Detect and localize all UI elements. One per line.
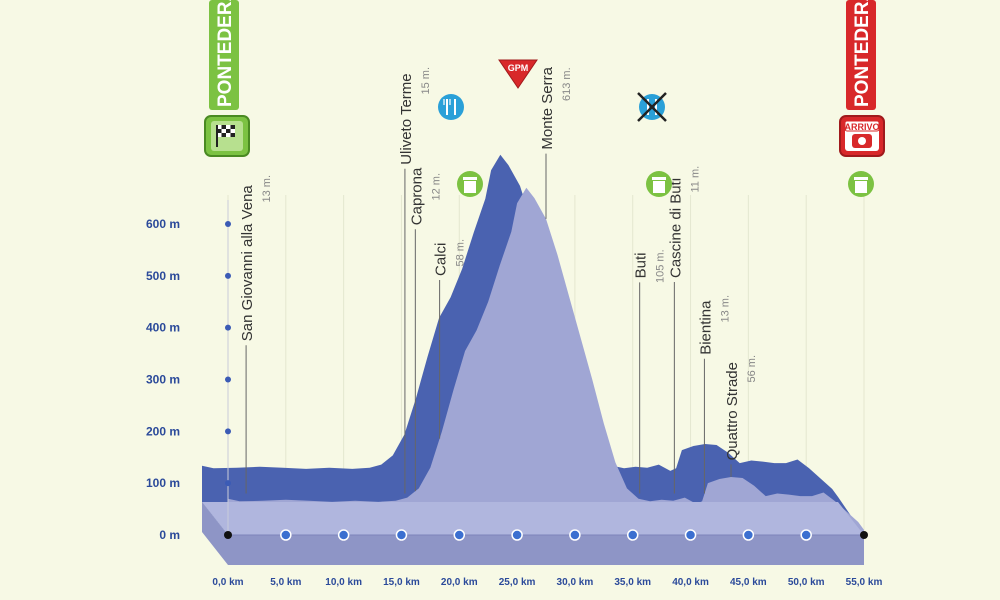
place-altitude: 13 m. [261,175,273,203]
y-tick-dot [225,428,231,435]
x-tick-dot [800,529,812,541]
x-tick-label: 55,0 km [846,577,883,588]
checkered-flag-icon [216,125,235,147]
x-tick-dot [684,529,697,541]
place-altitude: 58 m. [455,239,467,267]
x-tick-label: 35,0 km [614,577,651,588]
place-name: Bientina [697,300,714,355]
place-altitude: 56 m. [746,355,758,383]
elevation-profile-front [228,187,864,535]
x-tick-label: 20,0 km [441,577,478,588]
start-flag: PONTEDERA [204,0,250,157]
gpm-marker: GPM [498,59,538,89]
x-tick-label: 0,0 km [212,577,243,588]
place-name: Monte Serra [539,66,556,149]
feed-zone-icon [438,94,464,120]
x-tick-dot [569,529,581,541]
x-tick-dot [224,531,232,539]
x-tick-dot [860,531,868,539]
waste-zone-icon-2 [646,171,672,197]
y-tick-label: 400 m [146,321,180,335]
place-altitude: 13 m. [719,295,731,323]
y-tick-dot [225,480,231,487]
y-tick-label: 0 m [159,528,180,542]
finish-flag: PONTEDERA ARRIVO [839,0,885,157]
y-tick-dot [225,272,231,279]
x-tick-label: 45,0 km [730,577,767,588]
waste-zone-icon-1 [457,171,483,197]
x-tick-label: 5,0 km [270,577,301,588]
place-altitude: 11 m. [689,166,701,193]
x-tick-dot [453,529,466,541]
place-name: Calci [433,243,450,276]
x-tick-label: 15,0 km [383,577,420,588]
place-name: Cascine di Buti [667,178,684,278]
x-tick-label: 25,0 km [499,577,536,588]
place-name: Quattro Strade [724,362,741,460]
place-altitude: 613 m. [561,67,573,101]
y-axis: 0 m 100 m 200 m 300 m 400 m 500 m 600 m [146,200,231,542]
finish-camera-icon [852,134,872,148]
place-name: Buti [633,253,650,279]
gpm-label: GPM [508,63,529,73]
profile-floor-side [202,502,864,565]
y-tick-dot [225,324,231,331]
y-tick-label: 300 m [146,373,180,387]
place-altitude: 105 m. [655,249,667,283]
finish-label: PONTEDERA [852,0,873,107]
place-name: San Giovanni alla Vena [239,185,256,342]
x-tick-dot [395,529,408,541]
x-tick-label: 40,0 km [672,577,709,588]
place-markers: San Giovanni alla Vena 13 m. Uliveto Terme… [239,66,758,494]
x-tick-dot [626,529,639,541]
place-name: Caprona [408,167,425,225]
y-tick-label: 200 m [146,424,180,438]
y-tick-label: 100 m [146,476,180,490]
y-tick-dot [225,221,231,227]
waste-zone-icon-3 [848,171,874,197]
x-tick-label: 50,0 km [788,577,825,588]
start-label: PONTEDERA [215,0,236,107]
y-tick-dot [225,376,231,383]
x-tick-dot [280,529,292,541]
y-tick-label: 500 m [146,269,180,283]
x-axis: 0,0 km 5,0 km 10,0 km 15,0 km 20,0 km 25,0 km… [212,529,883,588]
x-tick-label: 10,0 km [325,577,362,588]
place-altitude: 15 m. [420,67,432,95]
x-tick-dot [337,529,350,541]
x-tick-dot [511,529,523,541]
x-tick-dot [742,529,755,541]
profile-floor [202,502,864,535]
place-altitude: 12 m. [430,173,442,201]
arrivo-label: ARRIVO [844,122,879,132]
place-name: Uliveto Terme [398,73,415,164]
x-tick-label: 30,0 km [557,577,594,588]
y-tick-label: 600 m [146,217,180,231]
feed-zone-end-icon [637,92,667,122]
